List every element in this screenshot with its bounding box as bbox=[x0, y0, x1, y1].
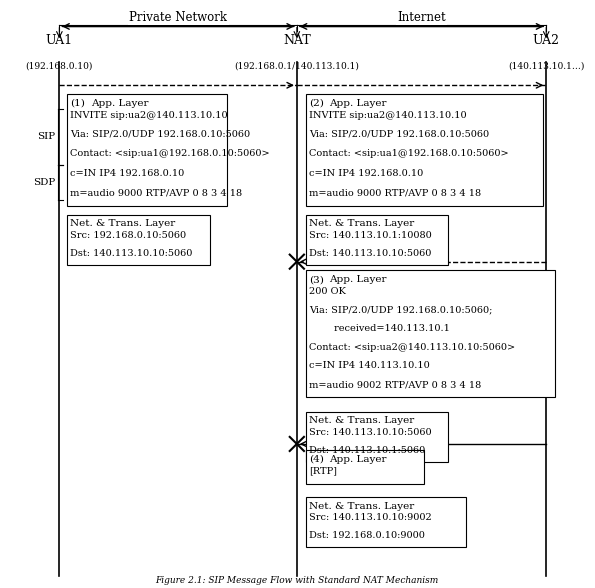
Text: Dst: 140.113.10.1:5060: Dst: 140.113.10.1:5060 bbox=[309, 446, 425, 455]
Text: Contact: <sip:ua1@192.168.0.10:5060>: Contact: <sip:ua1@192.168.0.10:5060> bbox=[309, 149, 508, 158]
FancyBboxPatch shape bbox=[306, 450, 424, 484]
Text: SIP: SIP bbox=[37, 132, 55, 141]
Text: Net. & Trans. Layer: Net. & Trans. Layer bbox=[70, 219, 176, 228]
Text: c=IN IP4 192.168.0.10: c=IN IP4 192.168.0.10 bbox=[70, 169, 184, 178]
Text: Src: 140.113.10.10:9002: Src: 140.113.10.10:9002 bbox=[309, 513, 431, 522]
Text: Dst: 140.113.10.10:5060: Dst: 140.113.10.10:5060 bbox=[70, 249, 192, 258]
Text: INVITE sip:ua2@140.113.10.10: INVITE sip:ua2@140.113.10.10 bbox=[309, 111, 466, 119]
Text: SDP: SDP bbox=[33, 178, 55, 187]
Text: UA2: UA2 bbox=[533, 34, 560, 47]
Text: m=audio 9000 RTP/AVP 0 8 3 4 18: m=audio 9000 RTP/AVP 0 8 3 4 18 bbox=[70, 188, 242, 197]
Text: App. Layer: App. Layer bbox=[330, 275, 387, 284]
Text: 200 OK: 200 OK bbox=[309, 287, 346, 296]
Text: Net. & Trans. Layer: Net. & Trans. Layer bbox=[309, 219, 414, 228]
Text: Net. & Trans. Layer: Net. & Trans. Layer bbox=[309, 416, 414, 425]
FancyBboxPatch shape bbox=[306, 270, 555, 397]
Text: (2): (2) bbox=[309, 99, 324, 108]
FancyBboxPatch shape bbox=[67, 94, 227, 206]
Text: NAT: NAT bbox=[283, 34, 311, 47]
Text: m=audio 9002 RTP/AVP 0 8 3 4 18: m=audio 9002 RTP/AVP 0 8 3 4 18 bbox=[309, 380, 481, 389]
Text: App. Layer: App. Layer bbox=[91, 99, 148, 108]
FancyBboxPatch shape bbox=[306, 412, 448, 462]
Text: Src: 140.113.10.10:5060: Src: 140.113.10.10:5060 bbox=[309, 428, 431, 437]
Text: Via: SIP/2.0/UDP 192.168.0.10:5060: Via: SIP/2.0/UDP 192.168.0.10:5060 bbox=[309, 130, 489, 139]
Text: received=140.113.10.1: received=140.113.10.1 bbox=[309, 324, 450, 333]
Text: Contact: <sip:ua2@140.113.10.10:5060>: Contact: <sip:ua2@140.113.10.10:5060> bbox=[309, 343, 515, 352]
Text: Dst: 192.168.0.10:9000: Dst: 192.168.0.10:9000 bbox=[309, 531, 425, 540]
Text: App. Layer: App. Layer bbox=[330, 99, 387, 108]
Text: (192.168.0.10): (192.168.0.10) bbox=[26, 61, 93, 70]
Text: INVITE sip:ua2@140.113.10.10: INVITE sip:ua2@140.113.10.10 bbox=[70, 111, 228, 119]
Text: Internet: Internet bbox=[397, 11, 446, 24]
Text: (192.168.0.1/140.113.10.1): (192.168.0.1/140.113.10.1) bbox=[234, 61, 359, 70]
Text: Contact: <sip:ua1@192.168.0.10:5060>: Contact: <sip:ua1@192.168.0.10:5060> bbox=[70, 149, 270, 158]
Text: Via: SIP/2.0/UDP 192.168.0.10:5060;: Via: SIP/2.0/UDP 192.168.0.10:5060; bbox=[309, 306, 492, 315]
Text: (140.113.10.1…): (140.113.10.1…) bbox=[508, 61, 584, 70]
Text: Figure 2.1: SIP Message Flow with Standard NAT Mechanism: Figure 2.1: SIP Message Flow with Standa… bbox=[155, 576, 439, 585]
FancyBboxPatch shape bbox=[306, 215, 448, 265]
Text: (4): (4) bbox=[309, 455, 324, 463]
Text: Private Network: Private Network bbox=[129, 11, 227, 24]
Text: (1): (1) bbox=[70, 99, 85, 108]
FancyBboxPatch shape bbox=[306, 497, 466, 547]
Text: Net. & Trans. Layer: Net. & Trans. Layer bbox=[309, 502, 414, 510]
Text: Via: SIP/2.0/UDP 192.168.0.10:5060: Via: SIP/2.0/UDP 192.168.0.10:5060 bbox=[70, 130, 250, 139]
Text: c=IN IP4 140.113.10.10: c=IN IP4 140.113.10.10 bbox=[309, 362, 430, 370]
Text: Internet: Internet bbox=[397, 11, 446, 24]
Text: Dst: 140.113.10.10:5060: Dst: 140.113.10.10:5060 bbox=[309, 249, 431, 258]
Text: App. Layer: App. Layer bbox=[330, 455, 387, 463]
Text: (3): (3) bbox=[309, 275, 324, 284]
Text: c=IN IP4 192.168.0.10: c=IN IP4 192.168.0.10 bbox=[309, 169, 423, 178]
Text: Src: 192.168.0.10:5060: Src: 192.168.0.10:5060 bbox=[70, 231, 186, 240]
FancyBboxPatch shape bbox=[67, 215, 209, 265]
Text: Private Network: Private Network bbox=[129, 11, 227, 24]
Text: UA1: UA1 bbox=[46, 34, 73, 47]
Text: m=audio 9000 RTP/AVP 0 8 3 4 18: m=audio 9000 RTP/AVP 0 8 3 4 18 bbox=[309, 188, 481, 197]
Text: [RTP]: [RTP] bbox=[309, 466, 337, 475]
Text: Src: 140.113.10.1:10080: Src: 140.113.10.1:10080 bbox=[309, 231, 431, 240]
FancyBboxPatch shape bbox=[306, 94, 543, 206]
